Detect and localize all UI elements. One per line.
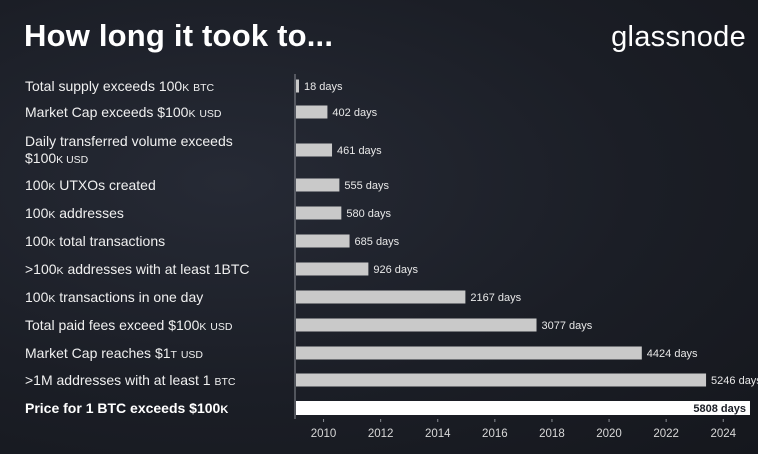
x-tick-label: 2022 [653,428,679,440]
x-tick-label: 2016 [482,428,508,440]
x-tick-label: 2012 [368,428,394,440]
category-label-highlight: Price for 1 BTC exceeds $100K [25,400,228,416]
brand-logo: glassnode [611,21,746,53]
bar-value-label: 555 days [344,180,389,192]
bar-value-label: 461 days [337,145,382,157]
category-label: 100K addresses [25,205,124,221]
category-label: Total paid fees exceed $100K USD [25,317,233,333]
bar-value-label: 5808 days [693,403,746,415]
category-label: Daily transferred volume exceeds [25,133,233,149]
x-tick-label: 2014 [425,428,451,440]
category-label: 100K total transactions [25,233,165,249]
bar [296,105,328,119]
x-tick-label: 2018 [539,428,565,440]
category-label-line2: $100K USD [25,150,89,166]
bar [296,373,707,387]
bars: 18 days 402 days 461 days 555 days 580 days 6… [296,79,758,415]
bar-value-label: 2167 days [470,292,521,304]
bar [296,234,350,248]
x-axis: 2010 2012 2014 2016 2018 2020 2022 2024 [294,74,737,440]
category-label: 100K transactions in one day [25,289,203,305]
category-label: >100K addresses with at least 1BTC [25,261,250,277]
category-label: Market Cap exceeds $100K USD [25,104,222,120]
bar [296,318,537,332]
bar [296,262,369,276]
bar-value-label: 685 days [355,236,400,248]
chart-title: How long it took to... [24,18,334,53]
bar [296,79,299,93]
bar [296,290,466,304]
x-tick-label: 2024 [710,428,736,440]
bar [296,178,340,192]
bar-value-label: 402 days [332,107,377,119]
x-tick-label: 2010 [311,428,337,440]
bar-highlight [296,401,750,415]
bar-value-label: 18 days [304,81,343,93]
category-label: Market Cap reaches $1T USD [25,345,203,361]
bar [296,143,333,157]
bar-value-label: 4424 days [647,348,698,360]
bar-value-label: 580 days [346,208,391,220]
x-tick-label: 2020 [596,428,622,440]
bar-value-label: 926 days [373,264,418,276]
category-label: 100K UTXOs created [25,177,156,193]
bar-value-label: 3077 days [542,320,593,332]
bar [296,346,642,360]
category-label: >1M addresses with at least 1 BTC [25,372,236,388]
category-label: Total supply exceeds 100K BTC [25,78,215,94]
bar-value-label: 5246 days [711,375,758,387]
category-labels: Total supply exceeds 100K BTC Market Cap … [25,78,250,416]
bar [296,206,342,220]
